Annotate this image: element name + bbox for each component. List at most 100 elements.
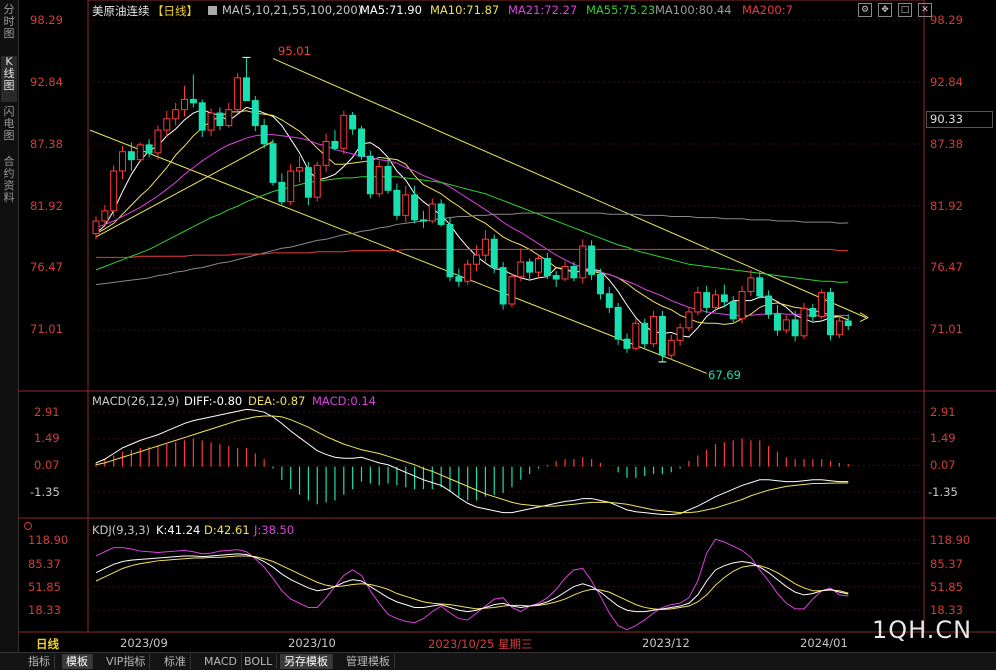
candle-body <box>145 144 153 154</box>
tab-manage-templates[interactable]: 管理模板 <box>342 654 395 669</box>
instrument-title: 美原油连续 <box>92 4 150 18</box>
ma-params: MA(5,10,21,55,100,200) <box>222 3 363 17</box>
macd-value: MACD:0.14 <box>312 394 376 408</box>
candle-body <box>712 294 719 308</box>
move-icon[interactable]: ✥ <box>878 3 892 17</box>
candle-body <box>481 238 489 256</box>
kdj-tick-left: 51.85 <box>28 580 61 594</box>
candle-body <box>641 322 649 345</box>
left-tab-bar: 分时图 K线图 闪电图 合约资料 <box>0 0 19 652</box>
ma21-value: MA21:72.27 <box>508 3 578 17</box>
candle-body <box>543 258 551 277</box>
tab-templates[interactable]: 模板 <box>62 654 93 669</box>
ma100-value: MA100:80.44 <box>655 3 732 17</box>
bottom-toolbar: 指标 模板 VIP指标 标准 MACD BOLL 另存模板 管理模板 <box>0 652 996 670</box>
current-price-tag: 90.33 <box>926 111 993 128</box>
candle-body <box>632 322 640 349</box>
kdj-tick-left: 85.37 <box>28 557 61 571</box>
candle-body <box>694 292 702 313</box>
candle-body <box>658 315 666 356</box>
candle-body <box>720 294 728 303</box>
macd-diff-line <box>95 408 849 516</box>
price-tick-left: 76.47 <box>30 260 63 274</box>
close-icon[interactable]: ✕ <box>918 3 932 17</box>
chart-canvas[interactable] <box>0 0 996 652</box>
macd-params: MACD(26,12,9) <box>92 394 180 408</box>
candle-body <box>765 295 773 315</box>
candle-body <box>419 219 427 222</box>
candle-body <box>242 77 250 102</box>
candle-body <box>437 203 445 225</box>
candle-body <box>499 267 507 305</box>
time-label: 2023/12 <box>642 636 690 650</box>
kdj-j-value: J:38.50 <box>254 523 295 537</box>
channel-arrow-icon <box>859 312 869 323</box>
candle-body <box>729 301 737 320</box>
kdj-tick-right: 51.85 <box>930 580 963 594</box>
candle-body <box>260 125 268 145</box>
candle-body <box>127 151 135 161</box>
tab-contract-info[interactable]: 合约资料 <box>3 155 15 204</box>
tab-macd[interactable]: MACD <box>200 654 242 669</box>
kdj-d-value: D:42.61 <box>204 523 250 537</box>
candle-body <box>490 238 498 269</box>
tab-kline-chart[interactable]: K线图 <box>1 56 17 102</box>
candle-body <box>198 102 206 131</box>
tab-vip-indicators[interactable]: VIP指标 <box>102 654 151 669</box>
candle-body <box>809 308 817 317</box>
tab-boll[interactable]: BOLL <box>240 654 278 669</box>
macd-dea-value: DEA:-0.87 <box>248 394 306 408</box>
ma200-value: MA200:7 <box>742 3 793 17</box>
candle-body <box>552 275 560 280</box>
candle-body <box>835 320 843 336</box>
candle-body <box>136 144 144 161</box>
kdj-tick-right: 85.37 <box>930 557 963 571</box>
kdj-d-line <box>95 555 849 611</box>
candle-body <box>287 170 295 203</box>
tab-flash-chart[interactable]: 闪电图 <box>3 105 15 142</box>
kdj-tick-left: 18.33 <box>28 603 61 617</box>
macd-tick-left: 0.07 <box>34 458 60 472</box>
candle-body <box>189 98 197 104</box>
candle-body <box>650 315 658 345</box>
macd-dea-line <box>95 415 849 514</box>
candle-body <box>596 273 604 295</box>
candle-body <box>172 109 180 120</box>
candle-body <box>296 167 304 172</box>
candle-body <box>154 129 162 154</box>
candle-body <box>773 313 781 331</box>
tab-save-template[interactable]: 另存模板 <box>280 654 333 669</box>
candle-body <box>738 290 746 320</box>
candle-body <box>216 112 224 127</box>
candle-body <box>508 276 516 305</box>
watermark: 1QH.CN <box>872 616 973 644</box>
macd-diff-value: DIFF:-0.80 <box>184 394 243 408</box>
candle-body <box>375 165 383 195</box>
candle-body <box>614 306 622 340</box>
tab-standard[interactable]: 标准 <box>160 654 191 669</box>
period-indicator[interactable]: 日线 <box>36 637 59 651</box>
candle-body <box>181 98 188 111</box>
kdj-k-line <box>95 553 849 613</box>
maximize-icon[interactable]: □ <box>898 3 912 17</box>
candle-body <box>685 311 693 329</box>
kdj-tick-right: 118.90 <box>930 533 971 547</box>
candle-body <box>517 261 525 278</box>
candle-body <box>278 181 286 203</box>
settings-icon[interactable]: ⚙ <box>858 3 872 17</box>
candle-body <box>92 220 100 235</box>
price-tick-right: 98.29 <box>930 13 963 27</box>
candle-body <box>782 319 790 331</box>
candle-body <box>570 265 578 279</box>
candle-body <box>411 194 419 221</box>
candle-body <box>703 292 711 308</box>
tab-indicators[interactable]: 指标 <box>24 654 55 669</box>
dropdown-icon[interactable] <box>208 6 217 15</box>
candle-body <box>349 114 357 130</box>
tab-time-chart[interactable]: 分时图 <box>3 3 15 40</box>
ma-line-ma10 <box>95 110 849 325</box>
candle-body <box>393 189 401 216</box>
candle-body <box>207 112 215 131</box>
candle-body <box>588 245 596 275</box>
candle-body <box>676 327 684 341</box>
